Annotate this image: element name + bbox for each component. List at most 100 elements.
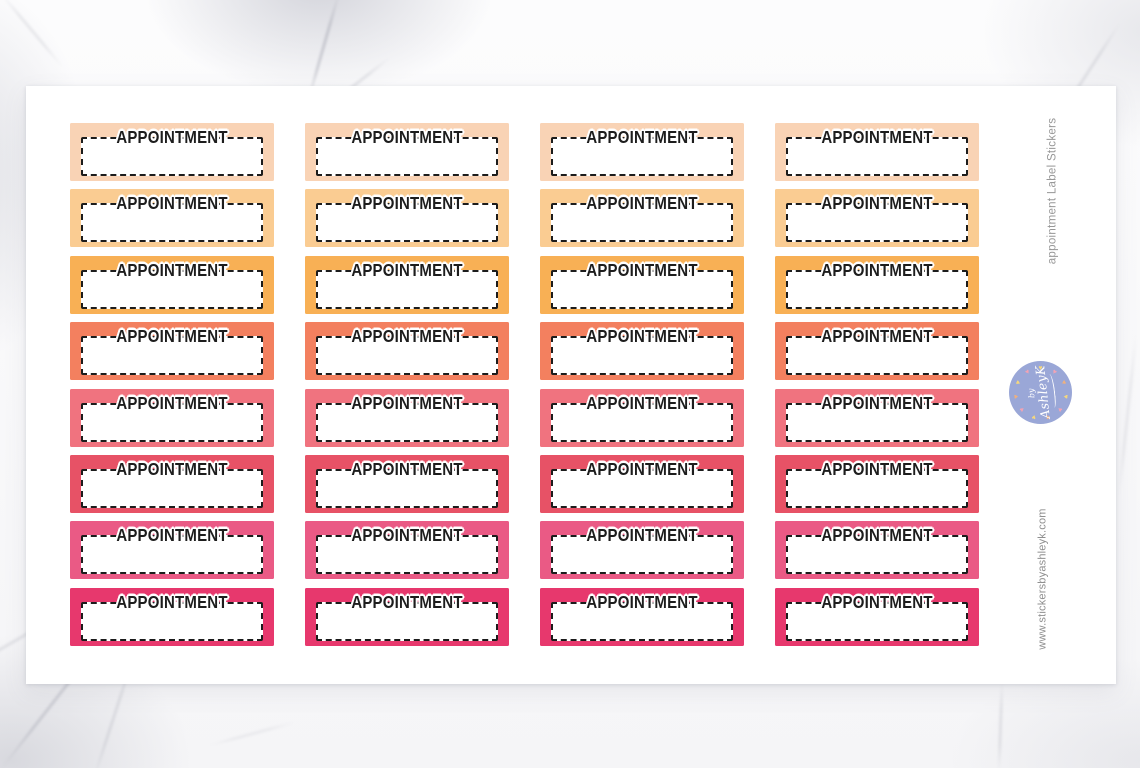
appointment-sticker: APPOINTMENT (775, 189, 979, 248)
product-title-vertical: appointment Label Stickers (1034, 118, 1070, 265)
sticker-label: APPOINTMENT (351, 128, 463, 148)
appointment-sticker: APPOINTMENT (70, 123, 274, 181)
appointment-sticker: APPOINTMENT (70, 255, 274, 314)
website-url-vertical: www.stickersbyashleyk.com (1025, 508, 1061, 649)
sticker-label: APPOINTMENT (116, 526, 228, 546)
write-in-box: APPOINTMENT (786, 327, 968, 376)
write-in-box: APPOINTMENT (81, 327, 263, 376)
appointment-sticker: APPOINTMENT (540, 521, 744, 580)
write-in-box: APPOINTMENT (316, 394, 498, 442)
sticker-label: APPOINTMENT (821, 128, 933, 148)
appointment-sticker: APPOINTMENT (305, 388, 509, 447)
marble-vein (206, 720, 297, 748)
appointment-sticker: APPOINTMENT (775, 123, 979, 181)
write-in-box: APPOINTMENT (81, 593, 263, 641)
write-in-box: APPOINTMENT (316, 460, 498, 508)
write-in-box: APPOINTMENT (786, 394, 968, 442)
write-in-box: APPOINTMENT (551, 327, 733, 376)
appointment-sticker: APPOINTMENT (775, 388, 979, 447)
appointment-sticker: APPOINTMENT (540, 189, 744, 248)
sticker-label: APPOINTMENT (351, 327, 463, 347)
write-in-box: APPOINTMENT (81, 460, 263, 508)
appointment-sticker: APPOINTMENT (775, 521, 979, 580)
write-in-box: APPOINTMENT (316, 261, 498, 309)
write-in-box: APPOINTMENT (551, 261, 733, 309)
sticker-grid: APPOINTMENT APPOINTMENT APPOINTMENT APPOINT… (70, 123, 979, 646)
appointment-sticker: APPOINTMENT (70, 388, 274, 447)
product-title-text: appointment Label Stickers (1046, 117, 1058, 265)
write-in-box: APPOINTMENT (81, 261, 263, 309)
appointment-sticker: APPOINTMENT (305, 587, 509, 646)
sticker-label: APPOINTMENT (586, 459, 698, 480)
write-in-box: APPOINTMENT (786, 194, 968, 243)
write-in-box: APPOINTMENT (316, 194, 498, 243)
sticker-label: APPOINTMENT (821, 260, 933, 281)
appointment-sticker: APPOINTMENT (305, 189, 509, 248)
brand-logo-text-stack: by AshleyK (1024, 364, 1057, 420)
sticker-label: APPOINTMENT (351, 526, 463, 546)
write-in-box: APPOINTMENT (551, 526, 733, 575)
marble-vein (997, 679, 1004, 768)
write-in-box: APPOINTMENT (81, 194, 263, 243)
sticker-label: APPOINTMENT (586, 327, 698, 347)
sticker-label: APPOINTMENT (116, 194, 228, 214)
appointment-sticker: APPOINTMENT (70, 322, 274, 381)
sticker-label: APPOINTMENT (586, 194, 698, 214)
appointment-sticker: APPOINTMENT (70, 587, 274, 646)
appointment-sticker: APPOINTMENT (70, 454, 274, 513)
sticker-label: APPOINTMENT (351, 260, 463, 281)
sticker-label: APPOINTMENT (351, 393, 463, 414)
marble-vein (1117, 330, 1138, 500)
logo-hearts: ♥ ♥ ♥ ♥ ♥ ♥ ♥ ♥ ♥ ♥ ♥ (1009, 361, 1072, 424)
website-url-text: www.stickersbyashleyk.com (1037, 508, 1050, 650)
appointment-sticker: APPOINTMENT (70, 189, 274, 248)
write-in-box: APPOINTMENT (786, 593, 968, 641)
write-in-box: APPOINTMENT (316, 593, 498, 641)
brand-logo-text: by AshleyK (1009, 361, 1072, 424)
sticker-label: APPOINTMENT (351, 194, 463, 214)
sticker-label: APPOINTMENT (351, 459, 463, 480)
appointment-sticker: APPOINTMENT (70, 521, 274, 580)
write-in-box: APPOINTMENT (786, 526, 968, 575)
write-in-box: APPOINTMENT (551, 394, 733, 442)
write-in-box: APPOINTMENT (316, 128, 498, 176)
appointment-sticker: APPOINTMENT (305, 123, 509, 181)
sticker-label: APPOINTMENT (586, 260, 698, 281)
sticker-label: APPOINTMENT (821, 459, 933, 480)
sticker-label: APPOINTMENT (821, 327, 933, 347)
appointment-sticker: APPOINTMENT (775, 587, 979, 646)
write-in-box: APPOINTMENT (786, 261, 968, 309)
appointment-sticker: APPOINTMENT (305, 521, 509, 580)
appointment-sticker: APPOINTMENT (305, 322, 509, 381)
write-in-box: APPOINTMENT (81, 526, 263, 575)
sticker-label: APPOINTMENT (821, 592, 933, 613)
sticker-label: APPOINTMENT (116, 459, 228, 480)
write-in-box: APPOINTMENT (316, 526, 498, 575)
write-in-box: APPOINTMENT (551, 128, 733, 176)
brand-logo: ♥ ♥ ♥ ♥ ♥ ♥ ♥ ♥ ♥ ♥ ♥ by AshleyK (1009, 361, 1072, 424)
marble-vein (0, 0, 65, 70)
write-in-box: APPOINTMENT (551, 593, 733, 641)
appointment-sticker: APPOINTMENT (540, 454, 744, 513)
sticker-label: APPOINTMENT (821, 393, 933, 414)
sticker-label: APPOINTMENT (116, 260, 228, 281)
appointment-sticker: APPOINTMENT (775, 255, 979, 314)
appointment-sticker: APPOINTMENT (540, 587, 744, 646)
write-in-box: APPOINTMENT (786, 460, 968, 508)
appointment-sticker: APPOINTMENT (775, 322, 979, 381)
write-in-box: APPOINTMENT (786, 128, 968, 176)
write-in-box: APPOINTMENT (551, 194, 733, 243)
sticker-label: APPOINTMENT (116, 128, 228, 148)
sticker-label: APPOINTMENT (116, 592, 228, 613)
write-in-box: APPOINTMENT (551, 460, 733, 508)
write-in-box: APPOINTMENT (81, 394, 263, 442)
sticker-label: APPOINTMENT (586, 128, 698, 148)
sticker-label: APPOINTMENT (586, 592, 698, 613)
write-in-box: APPOINTMENT (316, 327, 498, 376)
sticker-label: APPOINTMENT (586, 393, 698, 414)
appointment-sticker: APPOINTMENT (540, 388, 744, 447)
sticker-label: APPOINTMENT (821, 194, 933, 214)
sticker-label: APPOINTMENT (821, 526, 933, 546)
sticker-label: APPOINTMENT (116, 327, 228, 347)
